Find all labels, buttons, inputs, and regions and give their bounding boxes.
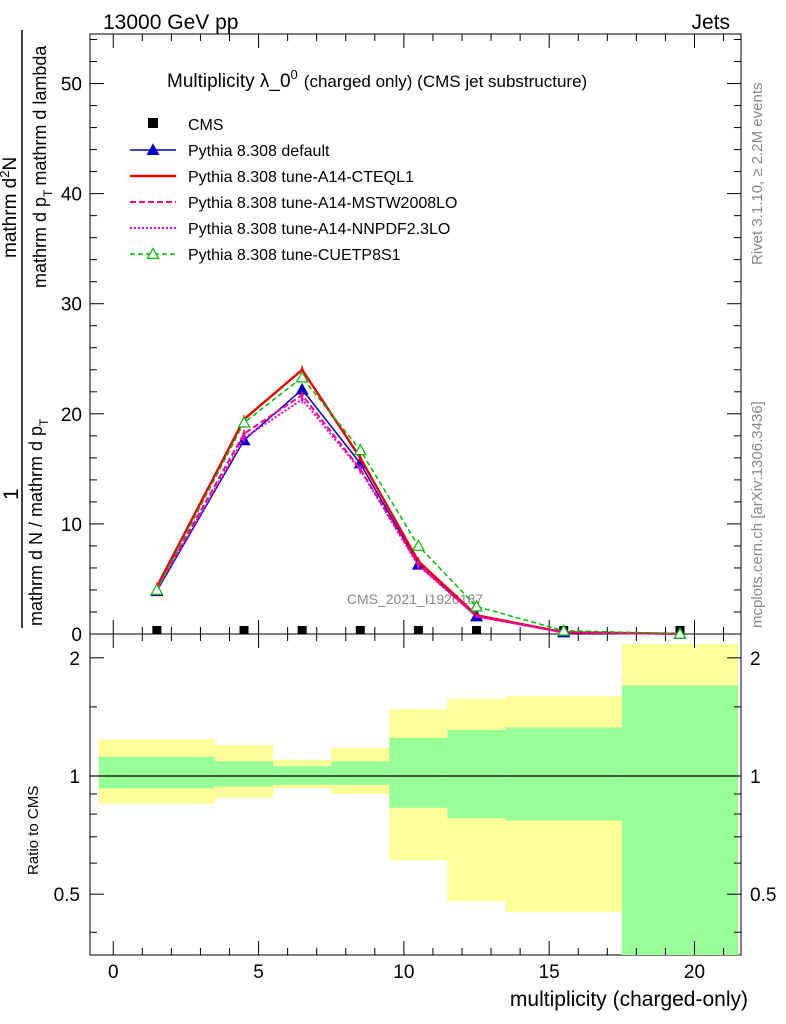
- main-y-tick-label: 20: [61, 405, 82, 426]
- x-tick-label: 15: [539, 962, 560, 983]
- legend-label: Pythia 8.308 tune-CUETP8S1: [188, 247, 401, 264]
- series-marker: [411, 539, 425, 551]
- ratio-y-tick-label-left: 1: [69, 767, 80, 788]
- series-marker: [557, 623, 571, 636]
- main-ylabel: 1 mathrm d2N mathrm d N / mathrm d pT ma…: [0, 30, 55, 628]
- analysis-watermark: CMS_2021_I1920187: [347, 591, 483, 607]
- series-pythia-8-308-tune-cuetp8s1: [150, 370, 687, 639]
- series-marker: [242, 436, 246, 440]
- process-label: Jets: [691, 11, 730, 34]
- main-y-tick-label: 40: [61, 185, 82, 206]
- series-marker: [416, 564, 421, 568]
- ratio-ylabel: Ratio to CMS: [25, 786, 42, 875]
- main-y-tick-label: 0: [71, 625, 82, 646]
- legend-label: Pythia 8.308 tune-A14-MSTW2008LO: [188, 195, 457, 212]
- title-subtitle: (charged only) (CMS jet substructure): [304, 72, 587, 91]
- series-marker: [300, 397, 304, 402]
- ratio-y-tick-label-right: 0.5: [750, 885, 776, 906]
- ylabel-denominator-2: mathrm d pTmathrm d lambda: [30, 45, 55, 288]
- legend-label: CMS: [188, 117, 224, 134]
- series-marker: [295, 370, 309, 383]
- x-axis-label: multiplicity (charged-only): [510, 988, 748, 1011]
- series-marker: [470, 599, 484, 612]
- green-band-bin: [621, 685, 739, 955]
- ratio-y-tick-label-right: 1: [750, 767, 761, 788]
- x-tick-label: 10: [393, 962, 414, 983]
- series-marker: [237, 415, 251, 428]
- main-y-tick-label: 50: [61, 75, 82, 96]
- legend-label: Pythia 8.308 default: [188, 143, 330, 160]
- series-line: [155, 393, 680, 635]
- mcplots-label: mcplots.cern.ch [arXiv:1306.3436]: [749, 401, 766, 628]
- series-marker: [150, 583, 164, 595]
- ylabel-denominator: mathrm d N / mathrm d pT: [26, 418, 51, 626]
- legend-marker: [146, 247, 160, 259]
- cms-data-point: [472, 626, 482, 634]
- ylabel-lead: 1: [0, 488, 23, 500]
- series-marker: [358, 456, 362, 460]
- series-line: [156, 376, 680, 635]
- x-tick-label: 5: [253, 962, 264, 983]
- x-tick-label: 20: [684, 962, 705, 983]
- legend-entry: Pythia 8.308 default: [130, 143, 330, 160]
- ylabel-numerator: mathrm d2N: [0, 157, 21, 258]
- series-marker: [353, 443, 367, 456]
- green-band-bin: [98, 756, 215, 789]
- cms-data-point: [297, 626, 307, 634]
- green-band-bin: [389, 737, 448, 808]
- legend-entry: Pythia 8.308 tune-A14-NNPDF2.3LO: [130, 221, 450, 238]
- ratio-y-tick-label-left: 0.5: [54, 885, 80, 906]
- x-tick-label: 0: [108, 962, 119, 983]
- legend-entry: Pythia 8.308 tune-A14-CTEQL1: [130, 169, 414, 186]
- ratio-y-tick-label-left: 2: [69, 649, 80, 670]
- green-band-bin: [331, 761, 390, 785]
- legend-swatch: [148, 118, 158, 128]
- series-marker: [300, 368, 304, 372]
- series-line: [155, 398, 680, 635]
- title-superscript: 0: [291, 67, 298, 82]
- legend-entry: CMS: [148, 117, 224, 134]
- legend-label: Pythia 8.308 tune-A14-CTEQL1: [188, 169, 414, 186]
- legend-entry: Pythia 8.308 tune-A14-MSTW2008LO: [130, 195, 457, 212]
- legend-entry: Pythia 8.308 tune-CUETP8S1: [130, 247, 401, 264]
- main-y-tick-label: 10: [61, 515, 82, 536]
- main-y-tick-label: 30: [61, 295, 82, 316]
- legend-marker: [146, 143, 160, 155]
- cms-data-point: [152, 626, 162, 634]
- green-band-bin: [505, 727, 622, 821]
- series-marker: [673, 626, 687, 639]
- legend: CMS Pythia 8.308 default Pythia 8.308 tune…: [130, 117, 457, 264]
- series-marker: [242, 432, 246, 436]
- series-layer: [150, 365, 687, 639]
- rivet-label: Rivet 3.1.10, ≥ 2.2M events: [749, 83, 766, 266]
- axes-ticks: 0 5 10 15 20 0 10 20 30 40 50 0.5 0.5 1 1 2 2: [54, 34, 776, 983]
- series-marker: [300, 393, 304, 397]
- green-band-bin: [214, 761, 274, 787]
- ratio-y-tick-label-right: 2: [750, 649, 761, 670]
- cms-data-point: [355, 626, 365, 634]
- series-marker: [474, 614, 479, 618]
- series-marker: [358, 468, 362, 472]
- chart-title: Multiplicity λ_00 (charged only) (CMS jet…: [167, 67, 587, 92]
- cms-data-point: [239, 626, 249, 634]
- cms-data-point: [413, 626, 423, 634]
- energy-label: 13000 GeV pp: [103, 11, 238, 34]
- title-main: Multiplicity λ_0: [167, 71, 291, 92]
- legend-label: Pythia 8.308 tune-A14-NNPDF2.3LO: [188, 221, 450, 238]
- ratio-bands: [90, 643, 741, 955]
- green-band-bin: [447, 729, 506, 819]
